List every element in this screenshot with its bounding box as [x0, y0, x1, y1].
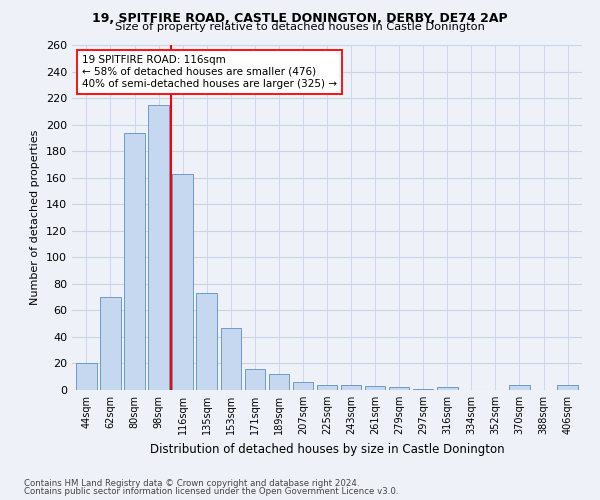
X-axis label: Distribution of detached houses by size in Castle Donington: Distribution of detached houses by size …: [149, 442, 505, 456]
Bar: [172, 174, 193, 390]
Bar: [293, 382, 313, 390]
Bar: [341, 384, 361, 390]
Bar: [437, 388, 458, 390]
Text: 19 SPITFIRE ROAD: 116sqm
← 58% of detached houses are smaller (476)
40% of semi-: 19 SPITFIRE ROAD: 116sqm ← 58% of detach…: [82, 56, 337, 88]
Bar: [413, 388, 433, 390]
Text: 19, SPITFIRE ROAD, CASTLE DONINGTON, DERBY, DE74 2AP: 19, SPITFIRE ROAD, CASTLE DONINGTON, DER…: [92, 12, 508, 26]
Bar: [196, 293, 217, 390]
Bar: [245, 369, 265, 390]
Text: Size of property relative to detached houses in Castle Donington: Size of property relative to detached ho…: [115, 22, 485, 32]
Text: Contains public sector information licensed under the Open Government Licence v3: Contains public sector information licen…: [24, 487, 398, 496]
Bar: [148, 104, 169, 390]
Bar: [557, 384, 578, 390]
Bar: [317, 384, 337, 390]
Bar: [389, 388, 409, 390]
Text: Contains HM Land Registry data © Crown copyright and database right 2024.: Contains HM Land Registry data © Crown c…: [24, 479, 359, 488]
Bar: [76, 364, 97, 390]
Bar: [100, 297, 121, 390]
Y-axis label: Number of detached properties: Number of detached properties: [31, 130, 40, 305]
Bar: [509, 384, 530, 390]
Bar: [365, 386, 385, 390]
Bar: [269, 374, 289, 390]
Bar: [124, 132, 145, 390]
Bar: [221, 328, 241, 390]
